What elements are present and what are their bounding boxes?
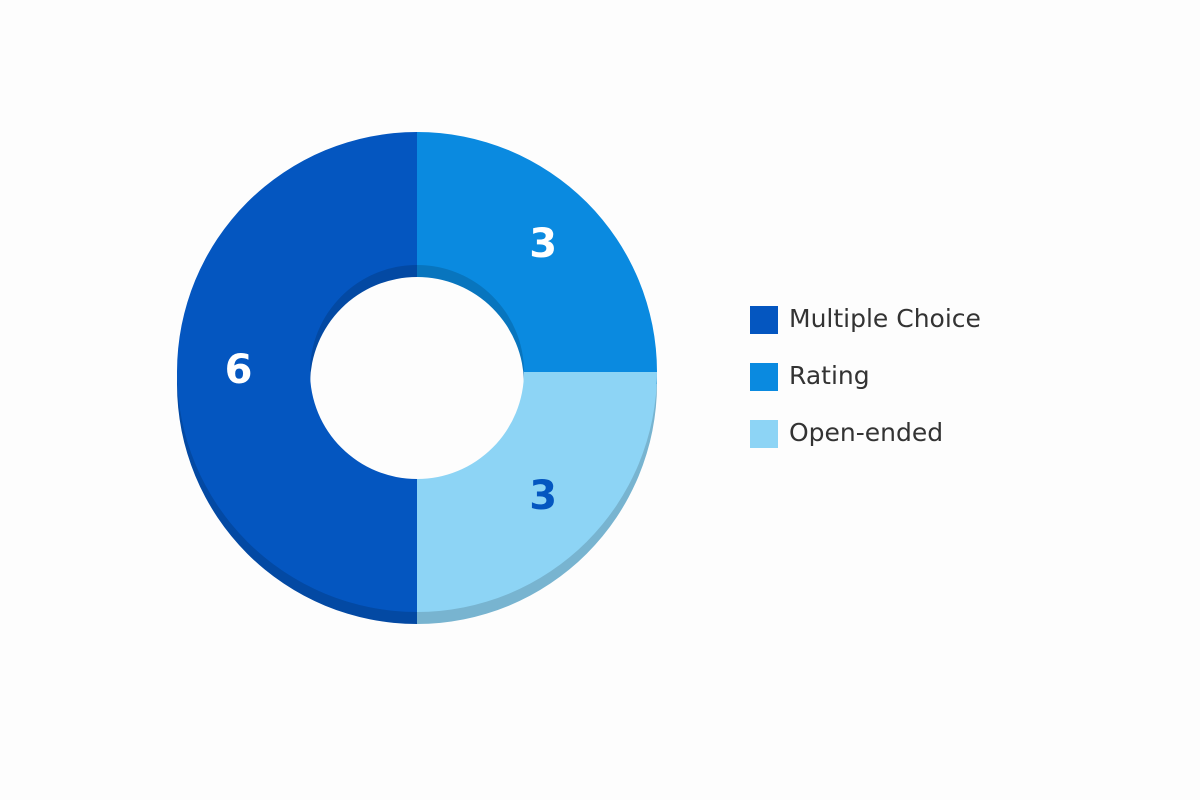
legend-label: Rating (789, 361, 870, 390)
legend-label: Open-ended (789, 418, 943, 447)
data-label: 3 (529, 473, 557, 519)
data-label: 6 (225, 347, 253, 393)
slice (177, 132, 417, 612)
data-label: 3 (529, 221, 557, 267)
slice (417, 372, 657, 612)
legend-swatch (750, 363, 778, 391)
legend-swatch (750, 306, 778, 334)
legend-label: Multiple Choice (789, 304, 981, 333)
slice (417, 132, 657, 372)
legend-swatch (750, 420, 778, 448)
